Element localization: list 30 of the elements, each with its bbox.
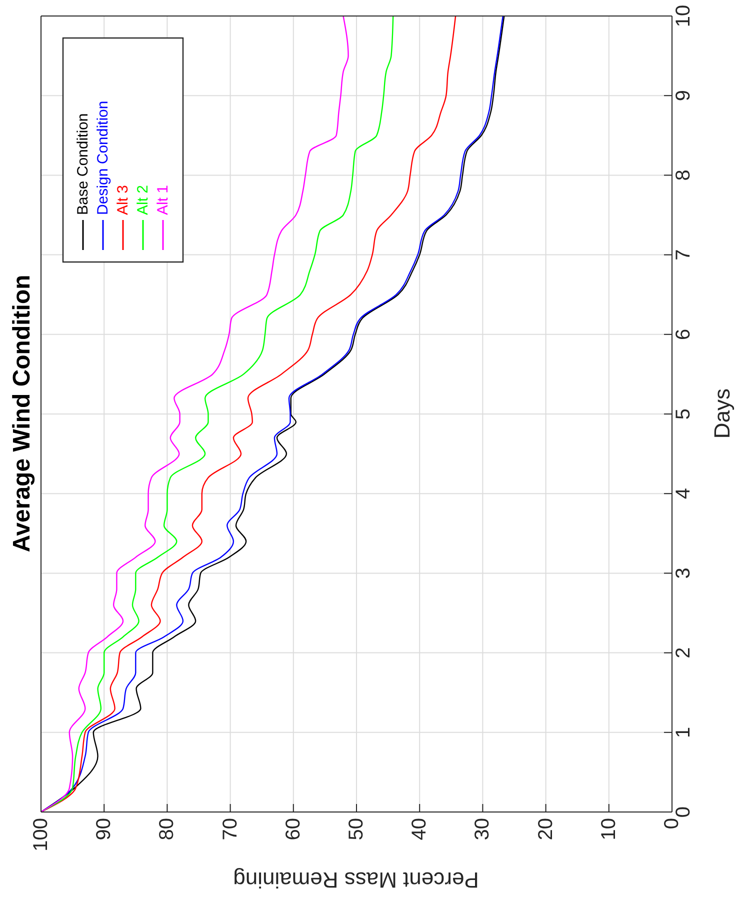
y-tick-label: 7 [672,249,695,260]
x-tick-label: 70 [219,818,242,840]
text: Alt 2 [134,184,152,215]
x-tick-label: 60 [282,818,304,840]
y-tick-label: 2 [672,647,695,658]
x-tick-label: 10 [598,818,620,840]
x-tick-label: 100 [30,818,52,852]
text: Average Wind Condition [8,274,36,552]
y-tick-label: 8 [672,170,695,181]
x-tick-label: 20 [534,818,557,840]
x-tick-label: 90 [93,818,116,840]
text: Alt 1 [154,184,172,215]
text: Base Condition [74,113,92,215]
x-tick-label: 40 [408,818,431,840]
x-tick-label: 80 [156,818,178,840]
text: Design Condition [94,100,112,215]
y-tick-label: 6 [672,328,695,340]
y-axis-title: Days [710,388,734,439]
y-tick-label: 1 [672,726,695,738]
y-tick-label: 5 [672,408,695,420]
x-tick-label: 30 [472,818,494,840]
y-tick-label: 0 [672,806,695,818]
y-tick-label: 3 [672,568,695,579]
y-tick-label: 4 [672,488,695,500]
x-tick-label: 0 [661,818,683,830]
y-tick-label: 9 [672,90,695,102]
text: Alt 3 [114,184,132,215]
x-tick-label: 50 [346,818,368,840]
y-tick-label: 10 [672,4,695,28]
x-axis-title: Percent Mass Remaining [233,868,479,892]
